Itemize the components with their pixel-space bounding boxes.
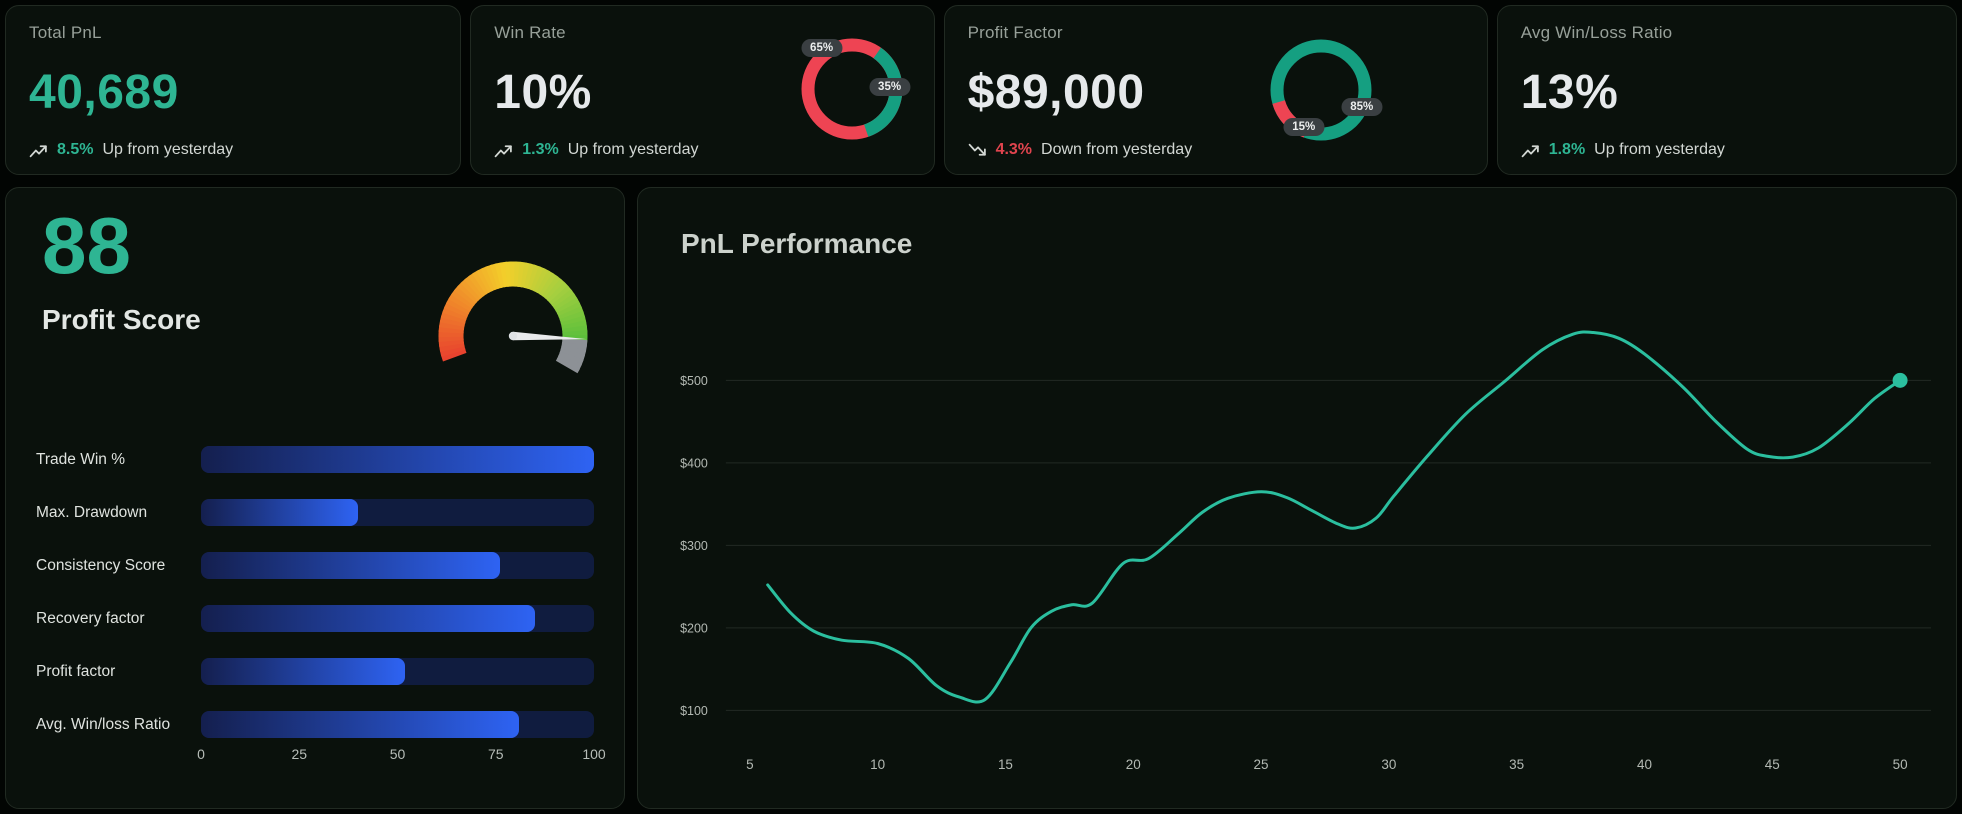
- x-axis-tick-label: 5: [746, 757, 753, 772]
- score-bar-label: Avg. Win/loss Ratio: [36, 715, 171, 733]
- kpi-card-profit-factor: Profit Factor $89,000 4.3% Down from yes…: [943, 5, 1488, 175]
- profit-score-value: 88: [42, 201, 131, 290]
- trending-up-icon: [1521, 144, 1539, 157]
- kpi-delta-row: 4.3% Down from yesterday: [968, 141, 1464, 159]
- bars-axis-tick: 100: [582, 746, 606, 762]
- line-end-dot: [1892, 372, 1908, 388]
- score-bar-fill: [201, 711, 520, 738]
- delta-text: Up from yesterday: [102, 141, 234, 158]
- bars-axis: 0 25 50 75 100: [197, 746, 606, 766]
- bars-axis-tick: 0: [197, 746, 205, 762]
- win-rate-donut-chart: 65% 35%: [797, 34, 911, 144]
- score-bar-label: Max. Drawdown: [36, 503, 148, 521]
- kpi-card-win-rate: Win Rate 10% 1.3% Up from yesterday 65% …: [470, 5, 935, 175]
- profit-score-card: 88 Profit Score Trade Win % Max. Drawdown…: [5, 187, 625, 809]
- profit-factor-donut-chart: 85% 15%: [1266, 35, 1383, 145]
- x-axis-tick-label: 15: [998, 757, 1013, 772]
- delta-percent: 4.3%: [995, 141, 1033, 158]
- score-bar-label: Recovery factor: [36, 609, 145, 627]
- profit-score-gauge: [438, 261, 588, 374]
- donut-label-badge: 15%: [1283, 118, 1325, 136]
- x-axis-tick-label: 30: [1381, 757, 1396, 772]
- pnl-line-chart: $500 $400 $300 $200 $100 5 10 15 20 25 30 35 40 45 50: [680, 330, 1932, 772]
- kpi-title: Win Rate: [494, 23, 566, 42]
- x-axis-tick-label: 10: [870, 757, 885, 772]
- bars-axis-tick: 75: [487, 746, 504, 762]
- profit-score-label: Profit Score: [42, 304, 201, 335]
- y-axis-tick-label: $100: [680, 704, 708, 718]
- delta-text: Up from yesterday: [567, 141, 699, 158]
- donut-label-badge: 85%: [1341, 98, 1383, 116]
- score-bar-label: Consistency Score: [36, 556, 166, 574]
- x-axis-tick-label: 35: [1509, 757, 1524, 772]
- kpi-title: Avg Win/Loss Ratio: [1520, 23, 1673, 42]
- score-bar-fill: [201, 446, 594, 473]
- delta-text: Up from yesterday: [1594, 141, 1725, 158]
- score-breakdown-bars: Trade Win % Max. Drawdown Consistency Scor…: [36, 446, 594, 764]
- bars-axis-tick: 50: [389, 746, 406, 762]
- delta-percent: 1.8%: [1548, 141, 1586, 158]
- trending-down-icon: [968, 143, 986, 156]
- score-bar-track: [201, 446, 594, 473]
- score-bar-label: Trade Win %: [36, 450, 126, 468]
- delta-percent: 8.5%: [57, 141, 94, 158]
- score-bar-fill: [201, 658, 406, 685]
- delta-percent: 1.3%: [522, 141, 559, 158]
- y-axis-tick-label: $400: [680, 456, 708, 470]
- score-bar-track: [201, 605, 594, 632]
- kpi-card-total-pnl: Total PnL 40,689 8.5% Up from yesterday: [5, 5, 462, 175]
- score-bar-row: Profit factor: [36, 658, 594, 685]
- y-axis-tick-label: $200: [680, 621, 708, 635]
- kpi-card-avg-win-loss: Avg Win/Loss Ratio 13% 1.8% Up from yest…: [1496, 5, 1957, 175]
- pnl-line-path: [766, 330, 1902, 704]
- score-bar-label: Profit factor: [36, 662, 116, 680]
- score-bar-track: [201, 499, 594, 526]
- donut-label-badge: 35%: [869, 78, 911, 96]
- kpi-title: Total PnL: [29, 23, 102, 42]
- score-bar-row: Max. Drawdown: [36, 499, 594, 526]
- score-bar-fill: [201, 605, 536, 632]
- x-axis-tick-label: 20: [1126, 757, 1141, 772]
- kpi-value: 13%: [1520, 65, 1619, 119]
- kpi-delta-row: 1.3% Up from yesterday: [494, 141, 910, 159]
- score-bar-row: Trade Win %: [36, 446, 594, 473]
- x-axis-tick-label: 40: [1637, 757, 1652, 772]
- gauge-arc-segment: [555, 357, 580, 374]
- donut-label-badge: 65%: [801, 39, 843, 57]
- x-axis-tick-label: 45: [1765, 757, 1780, 772]
- pnl-performance-card: PnL Performance $500 $400 $300 $200 $100 5 10 1…: [637, 187, 1957, 809]
- score-bar-row: Avg. Win/loss Ratio: [36, 711, 594, 738]
- kpi-delta-row: 8.5% Up from yesterday: [29, 141, 437, 159]
- kpi-row: Total PnL 40,689 8.5% Up from yesterday …: [5, 5, 1957, 175]
- trending-up-icon: [494, 144, 513, 157]
- kpi-delta-row: 1.8% Up from yesterday: [1521, 141, 1933, 159]
- main-row: 88 Profit Score Trade Win % Max. Drawdown…: [5, 187, 1957, 809]
- y-axis-tick-label: $300: [680, 539, 708, 553]
- score-bar-fill: [201, 552, 500, 579]
- delta-text: Down from yesterday: [1041, 141, 1193, 158]
- x-axis-tick-label: 50: [1893, 757, 1908, 772]
- trending-up-icon: [29, 144, 47, 157]
- y-axis-tick-label: $500: [680, 374, 708, 388]
- gauge-needle: [512, 331, 587, 341]
- gauge-needle-hub: [508, 331, 518, 341]
- score-bar-track: [201, 711, 594, 738]
- score-bar-track: [201, 552, 594, 579]
- kpi-value: $89,000: [967, 65, 1145, 119]
- x-axis-tick-label: 25: [1254, 757, 1269, 772]
- chart-title: PnL Performance: [681, 228, 913, 259]
- score-bar-row: Consistency Score: [36, 552, 594, 579]
- kpi-value: 40,689: [29, 65, 179, 119]
- kpi-value: 10%: [494, 65, 592, 119]
- score-bar-track: [201, 658, 594, 685]
- bars-axis-tick: 25: [291, 746, 308, 762]
- score-bar-fill: [201, 499, 359, 526]
- score-bar-row: Recovery factor: [36, 605, 594, 632]
- kpi-title: Profit Factor: [967, 23, 1063, 42]
